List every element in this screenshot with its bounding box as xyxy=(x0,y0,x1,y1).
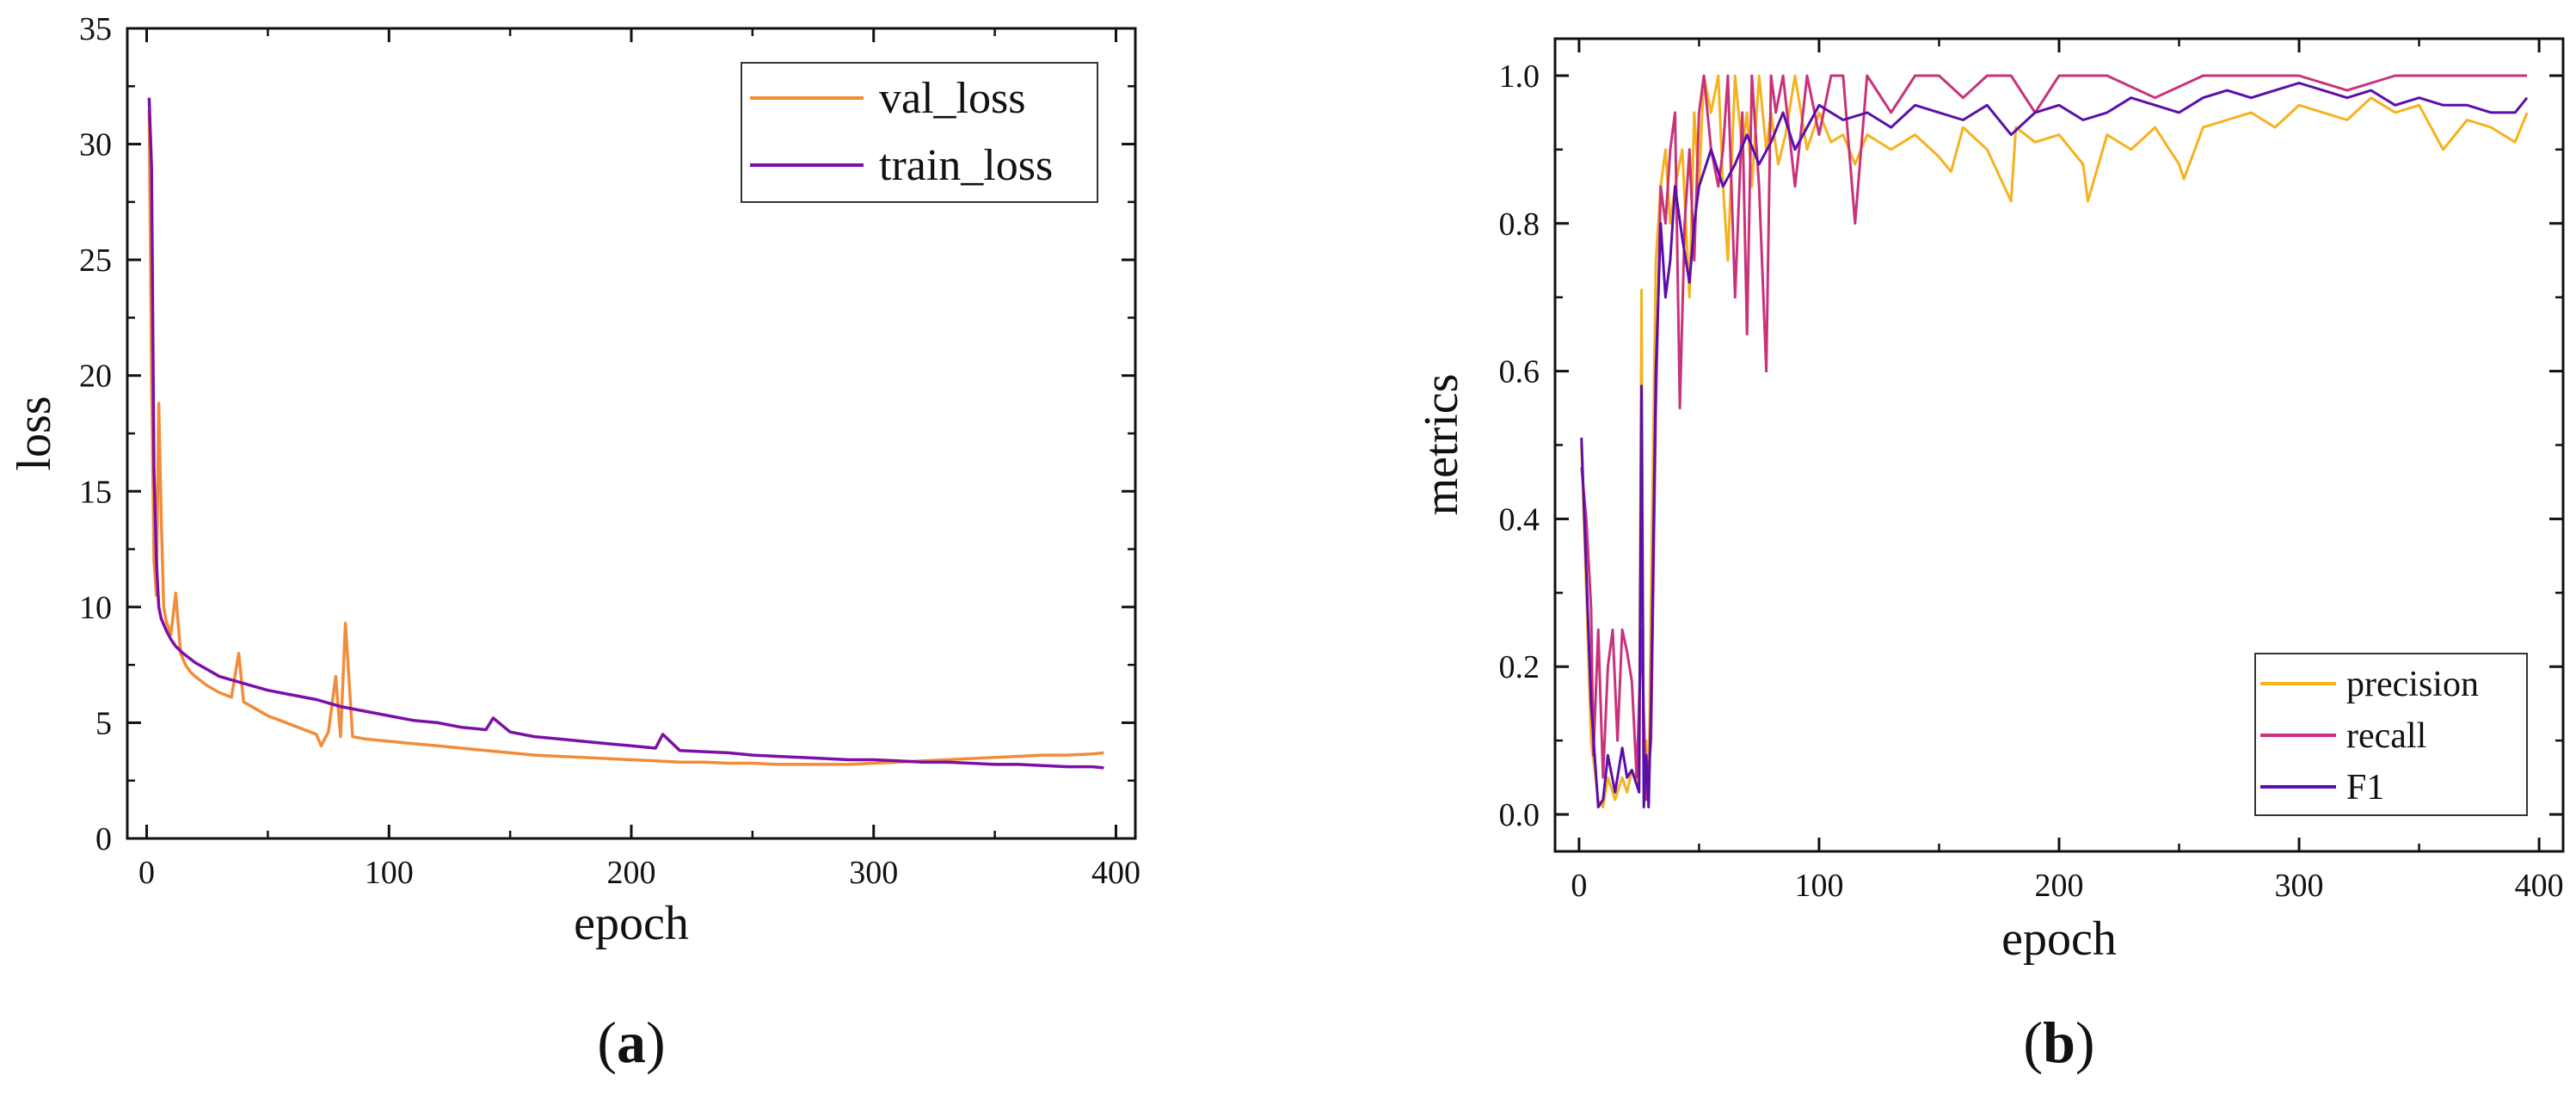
panel-b-label-letter: b xyxy=(2043,1010,2075,1075)
legend-label-train-loss: train_loss xyxy=(879,141,1053,190)
x-tick-label: 0 xyxy=(1571,868,1587,904)
y-tick-label: 15 xyxy=(79,474,112,510)
panel-a-label-open: ( xyxy=(597,1010,617,1075)
y-tick-label: 0.0 xyxy=(1499,797,1540,833)
panel-b-ticks: 0 100 200 300 400 0.0 0.2 0.4 0.6 0.8 1.0 xyxy=(1499,39,2564,904)
panel-a-label-letter: a xyxy=(617,1010,646,1075)
panel-b-label-open: ( xyxy=(2023,1010,2043,1075)
x-tick-label: 100 xyxy=(365,855,414,891)
series-line-f1 xyxy=(1580,82,2529,808)
panel-b-series-group xyxy=(1580,74,2529,808)
panel-a-ticks: 0 100 200 300 400 0 5 10 15 20 25 30 35 xyxy=(79,11,1140,891)
panel-b-metrics-chart: 0 100 200 300 400 0.0 0.2 0.4 0.6 0.8 1.0 epoch me… xyxy=(1415,37,2565,1075)
y-tick-label: 25 xyxy=(79,243,112,279)
panel-b-label: (b) xyxy=(2023,1010,2094,1075)
panel-a-xlabel: epoch xyxy=(574,897,689,950)
y-tick-label: 0 xyxy=(95,821,112,857)
panel-a-legend-box xyxy=(741,62,1098,203)
series-line-train-loss xyxy=(147,97,1104,770)
y-tick-label: 0.2 xyxy=(1499,649,1540,685)
x-tick-label: 400 xyxy=(1091,855,1140,891)
legend-label-recall: recall xyxy=(2346,716,2426,756)
panel-b-ylabel: metrics xyxy=(1415,374,1468,516)
legend-label-f1: F1 xyxy=(2346,768,2384,807)
panel-b-label-close: ) xyxy=(2075,1010,2095,1075)
y-tick-label: 1.0 xyxy=(1499,58,1540,95)
panel-b-xlabel: epoch xyxy=(2001,912,2117,966)
y-tick-label: 5 xyxy=(95,705,112,741)
y-tick-label: 0.8 xyxy=(1499,206,1540,243)
panel-a-label: (a) xyxy=(597,1010,665,1075)
series-line-recall xyxy=(1580,74,2528,801)
x-tick-label: 200 xyxy=(2035,868,2084,904)
series-line-val-loss xyxy=(147,109,1104,766)
y-tick-label: 0.6 xyxy=(1499,354,1540,390)
legend-label-val-loss: val_loss xyxy=(879,74,1025,123)
x-tick-label: 0 xyxy=(138,855,155,891)
y-tick-label: 20 xyxy=(79,359,112,395)
y-tick-label: 35 xyxy=(79,11,112,47)
panel-a-legend: val_loss train_loss xyxy=(741,62,1098,203)
x-tick-label: 400 xyxy=(2515,868,2564,904)
y-tick-label: 30 xyxy=(79,127,112,163)
x-tick-label: 300 xyxy=(2275,868,2324,904)
legend-label-precision: precision xyxy=(2346,665,2479,704)
panel-b-legend: precision recall F1 xyxy=(2254,653,2528,816)
x-tick-label: 200 xyxy=(607,855,656,891)
y-tick-label: 0.4 xyxy=(1499,501,1540,537)
panel-a-ylabel: loss xyxy=(8,396,61,470)
panel-a-series-group xyxy=(147,97,1104,770)
y-tick-label: 10 xyxy=(79,590,112,626)
panel-a-label-close: ) xyxy=(646,1010,666,1075)
x-tick-label: 100 xyxy=(1794,868,1843,904)
panel-a-loss-chart: 0 100 200 300 400 0 5 10 15 20 25 30 35 epoch loss v… xyxy=(8,11,1140,1075)
x-tick-label: 300 xyxy=(849,855,898,891)
